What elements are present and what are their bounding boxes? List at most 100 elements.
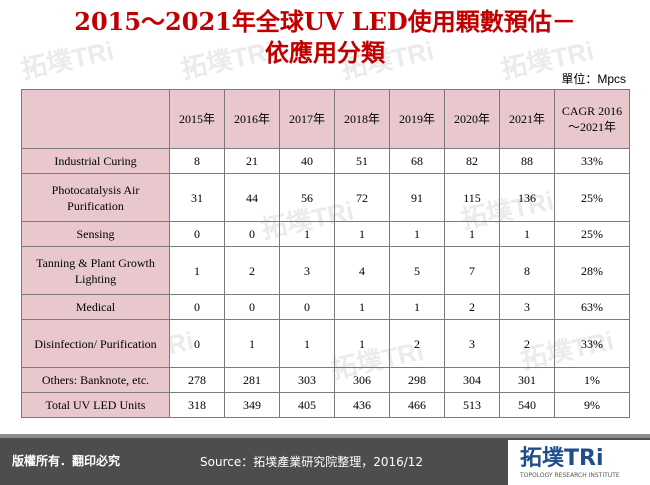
table-cell: 298 [389, 367, 445, 393]
table-cell: 25% [554, 173, 630, 222]
table-row: Sensing 0 0 1 1 1 1 1 25% [21, 221, 630, 247]
table-cell: 3 [279, 246, 335, 295]
table-cell: 0 [169, 221, 225, 247]
table-cell: 436 [334, 392, 390, 418]
table-cell: 63% [554, 294, 630, 320]
row-label: Disinfection/ Purification [21, 319, 170, 368]
row-label: Sensing [21, 221, 170, 247]
table-cell: 318 [169, 392, 225, 418]
footer-divider [0, 434, 650, 438]
page-title: 2015～2021年全球UV LED使用顆數預估－ 依應用分類 [0, 6, 650, 68]
table-cell: 466 [389, 392, 445, 418]
table-cell: 1 [169, 246, 225, 295]
table-row: Others: Banknote, etc. 278 281 303 306 298 304… [21, 367, 630, 393]
table-cell: 115 [444, 173, 500, 222]
table-cell: 44 [224, 173, 280, 222]
table-row: Medical 0 0 0 1 1 2 3 63% [21, 294, 630, 320]
table-cell: 1 [224, 319, 280, 368]
title-line-2: 依應用分類 [265, 38, 385, 67]
row-label: Total UV LED Units [21, 392, 170, 418]
table-cell: 2 [444, 294, 500, 320]
table-cell: 1 [389, 221, 445, 247]
table-cell: 301 [499, 367, 555, 393]
row-label: Industrial Curing [21, 148, 170, 174]
table-cell: 1 [389, 294, 445, 320]
table-row: Disinfection/ Purification 0 1 1 1 2 3 2 33% [21, 319, 630, 368]
column-header: 2018年 [334, 89, 390, 149]
table-cell: 278 [169, 367, 225, 393]
row-label: Photocatalysis Air Purification [21, 173, 170, 222]
unit-label: 單位：Mpcs [561, 72, 626, 86]
table-cell: 2 [224, 246, 280, 295]
logo-panel [508, 440, 650, 485]
table-cell: 303 [279, 367, 335, 393]
table-cell: 1 [334, 319, 390, 368]
source-text: Source：拓墣產業研究院整理，2016/12 [200, 455, 424, 469]
column-header: 2015年 [169, 89, 225, 149]
table-cell: 51 [334, 148, 390, 174]
table-row: Industrial Curing 8 21 40 51 68 82 88 33% [21, 148, 630, 174]
table-row: Total UV LED Units 318 349 405 436 466 513 540 9… [21, 392, 630, 418]
copyright-text: 版權所有．翻印必究 [12, 454, 121, 468]
table-cell: 540 [499, 392, 555, 418]
table-cell: 25% [554, 221, 630, 247]
table-cell: 0 [169, 319, 225, 368]
table-cell: 405 [279, 392, 335, 418]
row-label: Others: Banknote, etc. [21, 367, 170, 393]
table-cell: 349 [224, 392, 280, 418]
header-row: 2015年 2016年 2017年 2018年 2019年 2020年 2021年 CAGR … [21, 89, 630, 149]
table-cell: 0 [169, 294, 225, 320]
table-cell: 1 [499, 221, 555, 247]
table-cell: 1 [279, 319, 335, 368]
table-cell: 1 [444, 221, 500, 247]
table-cell: 0 [279, 294, 335, 320]
table-cell: 33% [554, 148, 630, 174]
table-cell: 1 [279, 221, 335, 247]
row-label: Tanning & Plant Growth Lighting [21, 246, 170, 295]
data-table: 2015年 2016年 2017年 2018年 2019年 2020年 2021年 CAGR … [21, 89, 630, 418]
table-cell: 0 [224, 294, 280, 320]
corner-cell [21, 89, 170, 149]
table-cell: 8 [499, 246, 555, 295]
table-cell: 136 [499, 173, 555, 222]
column-header: 2016年 [224, 89, 280, 149]
column-header: 2019年 [389, 89, 445, 149]
table-cell: 1% [554, 367, 630, 393]
table-cell: 4 [334, 246, 390, 295]
table-cell: 91 [389, 173, 445, 222]
row-label: Medical [21, 294, 170, 320]
table-cell: 33% [554, 319, 630, 368]
logo-name: 拓墣TRi [520, 446, 604, 471]
column-header: CAGR 2016～2021年 [554, 89, 630, 149]
table-cell: 2 [389, 319, 445, 368]
table-cell: 306 [334, 367, 390, 393]
table-cell: 56 [279, 173, 335, 222]
table-cell: 5 [389, 246, 445, 295]
table-cell: 72 [334, 173, 390, 222]
table-row: Tanning & Plant Growth Lighting 1 2 3 4 5 7 8 28… [21, 246, 630, 295]
table-cell: 82 [444, 148, 500, 174]
column-header: 2017年 [279, 89, 335, 149]
table-cell: 3 [499, 294, 555, 320]
table-cell: 3 [444, 319, 500, 368]
table-cell: 0 [224, 221, 280, 247]
column-header: 2020年 [444, 89, 500, 149]
table-cell: 1 [334, 294, 390, 320]
table-cell: 8 [169, 148, 225, 174]
table-cell: 31 [169, 173, 225, 222]
title-line-1: 2015～2021年全球UV LED使用顆數預估－ [74, 7, 576, 36]
table-cell: 1 [334, 221, 390, 247]
table-cell: 304 [444, 367, 500, 393]
table-cell: 68 [389, 148, 445, 174]
table-cell: 2 [499, 319, 555, 368]
table-row: Photocatalysis Air Purification 31 44 56 72 9… [21, 173, 630, 222]
table-cell: 9% [554, 392, 630, 418]
table-cell: 7 [444, 246, 500, 295]
logo-tagline: TOPOLOGY RESEARCH INSTITUTE [519, 472, 620, 479]
tri-logo: 拓墣TRi TOPOLOGY RESEARCH INSTITUTE [519, 446, 620, 479]
table-cell: 40 [279, 148, 335, 174]
table-cell: 21 [224, 148, 280, 174]
table-cell: 513 [444, 392, 500, 418]
table-cell: 28% [554, 246, 630, 295]
table-cell: 281 [224, 367, 280, 393]
